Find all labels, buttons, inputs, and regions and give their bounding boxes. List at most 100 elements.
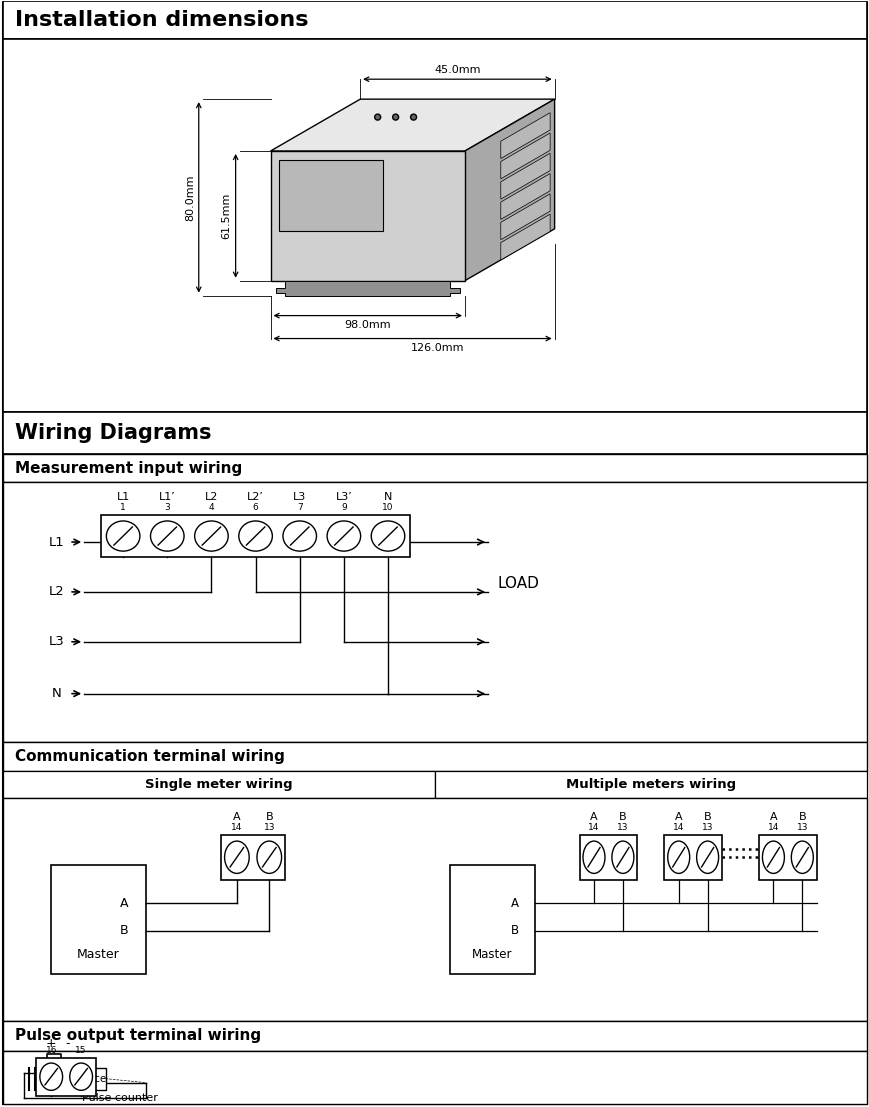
- Text: Wiring Diagrams: Wiring Diagrams: [16, 423, 211, 443]
- Ellipse shape: [327, 521, 361, 551]
- Text: L3: L3: [293, 493, 306, 503]
- Polygon shape: [270, 151, 464, 281]
- FancyBboxPatch shape: [434, 772, 866, 798]
- Text: 61.5mm: 61.5mm: [222, 193, 231, 239]
- Text: L1: L1: [116, 493, 129, 503]
- Text: L3: L3: [49, 635, 64, 649]
- Text: 14: 14: [673, 823, 684, 831]
- Text: 80.0mm: 80.0mm: [184, 174, 195, 220]
- Text: L2: L2: [49, 586, 64, 599]
- Text: Measurement input wiring: Measurement input wiring: [16, 461, 242, 476]
- Text: 45.0mm: 45.0mm: [434, 65, 481, 75]
- Text: L2’: L2’: [247, 493, 263, 503]
- Circle shape: [375, 114, 381, 120]
- Ellipse shape: [282, 521, 316, 551]
- Text: A: A: [510, 897, 518, 910]
- FancyBboxPatch shape: [3, 412, 866, 454]
- Text: 14: 14: [587, 823, 599, 831]
- Text: LOAD: LOAD: [497, 577, 539, 591]
- Text: Installation dimensions: Installation dimensions: [16, 10, 308, 30]
- FancyBboxPatch shape: [101, 515, 409, 557]
- Ellipse shape: [150, 521, 184, 551]
- Text: 13: 13: [263, 823, 275, 831]
- Text: 6: 6: [252, 503, 258, 513]
- FancyBboxPatch shape: [221, 835, 285, 880]
- Text: Multiple meters wiring: Multiple meters wiring: [565, 778, 735, 792]
- Text: 3: 3: [164, 503, 170, 513]
- FancyBboxPatch shape: [36, 1057, 96, 1096]
- Text: A: A: [589, 811, 597, 821]
- Ellipse shape: [40, 1063, 63, 1090]
- Circle shape: [392, 114, 398, 120]
- Text: B: B: [798, 811, 806, 821]
- Text: N: N: [51, 687, 61, 700]
- Polygon shape: [501, 194, 549, 239]
- Ellipse shape: [70, 1063, 92, 1090]
- Text: 10: 10: [381, 503, 394, 513]
- FancyBboxPatch shape: [3, 483, 866, 742]
- Ellipse shape: [761, 841, 784, 873]
- Ellipse shape: [256, 841, 282, 873]
- Text: Single meter wiring: Single meter wiring: [145, 778, 293, 792]
- Text: A: A: [769, 811, 776, 821]
- Polygon shape: [501, 133, 549, 179]
- Text: 9: 9: [341, 503, 347, 513]
- Ellipse shape: [224, 841, 249, 873]
- FancyBboxPatch shape: [3, 772, 434, 798]
- Text: Communication terminal wiring: Communication terminal wiring: [16, 749, 285, 764]
- Polygon shape: [464, 100, 554, 281]
- Ellipse shape: [611, 841, 634, 873]
- Text: L1’: L1’: [159, 493, 176, 503]
- Polygon shape: [270, 100, 554, 151]
- FancyBboxPatch shape: [3, 1051, 866, 1104]
- FancyBboxPatch shape: [3, 454, 866, 483]
- Text: A: A: [233, 811, 241, 821]
- Text: B: B: [703, 811, 711, 821]
- Text: Resistance: Resistance: [50, 1074, 106, 1084]
- Ellipse shape: [371, 521, 404, 551]
- Circle shape: [410, 114, 416, 120]
- Ellipse shape: [238, 521, 272, 551]
- Text: N: N: [383, 493, 392, 503]
- FancyBboxPatch shape: [50, 1068, 105, 1089]
- Polygon shape: [275, 281, 460, 296]
- FancyBboxPatch shape: [3, 3, 866, 1104]
- Text: 4: 4: [209, 503, 214, 513]
- Text: 14: 14: [766, 823, 779, 831]
- Text: Pulse output terminal wiring: Pulse output terminal wiring: [16, 1028, 262, 1043]
- Ellipse shape: [667, 841, 689, 873]
- Polygon shape: [501, 174, 549, 219]
- Text: L2: L2: [204, 493, 218, 503]
- Text: Pulse counter: Pulse counter: [82, 1093, 157, 1103]
- Text: +: +: [46, 1037, 56, 1049]
- Text: 15: 15: [76, 1046, 87, 1055]
- Text: 98.0mm: 98.0mm: [344, 320, 390, 330]
- Text: 126.0mm: 126.0mm: [410, 342, 464, 352]
- Text: L1: L1: [49, 536, 64, 549]
- Text: Master: Master: [77, 949, 120, 961]
- Text: 7: 7: [296, 503, 302, 513]
- FancyBboxPatch shape: [3, 1, 866, 39]
- FancyBboxPatch shape: [51, 865, 146, 974]
- FancyBboxPatch shape: [579, 835, 637, 880]
- FancyBboxPatch shape: [3, 1021, 866, 1051]
- Text: 16: 16: [45, 1046, 56, 1055]
- Text: -: -: [65, 1037, 70, 1049]
- Text: 1: 1: [120, 503, 126, 513]
- Text: 13: 13: [796, 823, 807, 831]
- Text: A: A: [674, 811, 682, 821]
- FancyBboxPatch shape: [3, 798, 866, 1021]
- Text: 14: 14: [231, 823, 242, 831]
- Polygon shape: [501, 113, 549, 158]
- Text: Master: Master: [472, 949, 512, 961]
- Text: B: B: [619, 811, 626, 821]
- FancyBboxPatch shape: [449, 865, 534, 974]
- FancyBboxPatch shape: [664, 835, 721, 880]
- FancyBboxPatch shape: [758, 835, 816, 880]
- Text: A: A: [120, 897, 128, 910]
- Text: 13: 13: [616, 823, 628, 831]
- Text: B: B: [120, 924, 128, 937]
- Ellipse shape: [696, 841, 718, 873]
- Text: 13: 13: [701, 823, 713, 831]
- Ellipse shape: [106, 521, 140, 551]
